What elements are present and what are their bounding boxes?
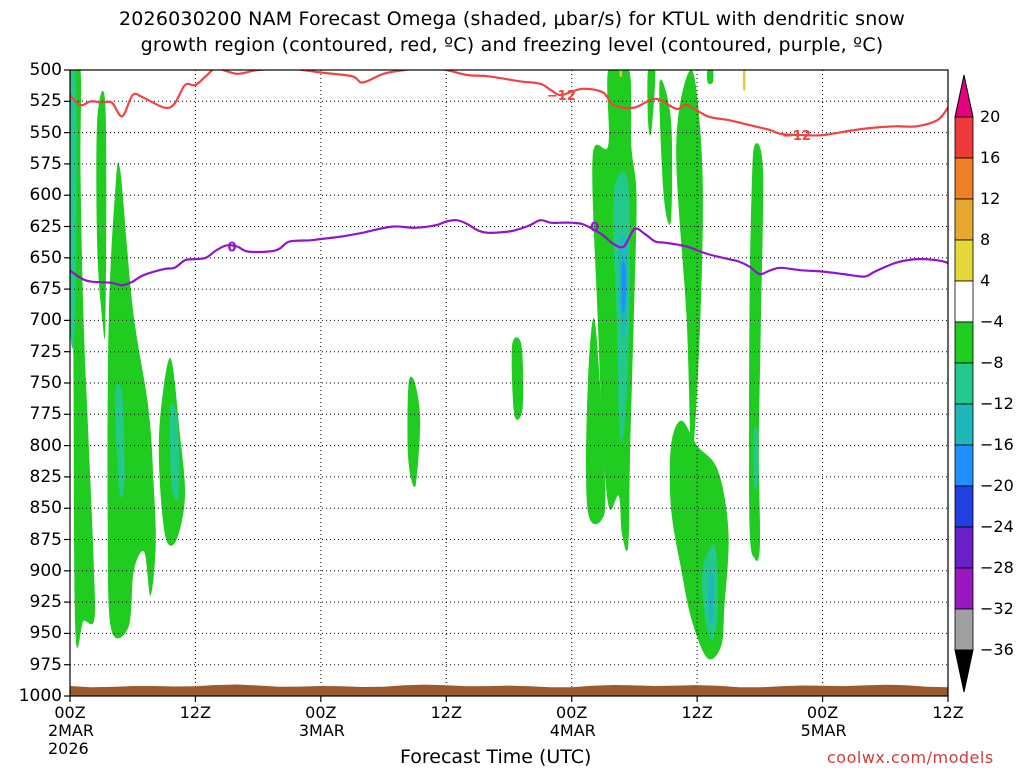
x-tick-date-label: 5MAR [800,721,847,740]
colorbar-segment-10 [954,485,974,528]
y-tick-label: 500 [29,60,62,80]
colorbar-segment-13 [954,608,974,651]
y-tick-label: 925 [29,592,62,613]
contour-label-1: 0 [590,221,599,236]
colorbar-bottom-arrow [954,649,974,693]
colorbar-label: −36 [980,640,1014,659]
colorbar-label: −16 [980,435,1014,454]
y-tick-label: 675 [29,279,62,300]
contour-label-1: −12 [782,129,811,144]
y-tick-label: 575 [29,153,62,174]
y-tick-label: 700 [29,310,62,331]
colorbar-segment-9 [954,444,974,487]
ground-terrain [70,684,948,696]
omega-region-omega-4-to-8-10 [676,70,703,459]
omega-region-omega-4-to-8-8 [647,70,656,136]
x-tick-label: 00Z [556,703,588,722]
omega-region-omega-4-to-8-1 [96,90,107,340]
x-tick-label: 00Z [54,703,86,722]
colorbar-label: 8 [980,230,991,249]
colorbar-segment-6 [954,321,974,364]
omega-region-omega-4-to-8-2 [107,162,156,639]
credit-link[interactable]: coolwx.com/models [827,748,994,767]
y-tick-label: 625 [29,216,62,237]
y-tick-label: 825 [29,466,62,487]
chart-title-line1: 2026030200 NAM Forecast Omega (shaded, μ… [118,8,906,30]
y-tick-label: 850 [29,498,62,519]
x-tick-date-label: 2MAR [48,721,95,740]
colorbar-label: 16 [980,148,1001,167]
x-tick-date-label: 4MAR [549,721,596,740]
colorbar-label: −28 [980,558,1014,577]
x-axis-title: Forecast Time (UTC) [400,746,592,768]
colorbar-segment-1 [954,116,974,159]
y-tick-label: 775 [29,404,62,425]
omega-region-omega-4-to-8-4 [407,376,421,488]
x-tick-date-label: 3MAR [298,721,345,740]
omega-region-omega-4-to-8-1 [742,70,746,92]
omega-region-omega-8-to-12-2 [169,403,180,501]
contour-0-line [70,219,948,287]
x-tick-label: 12Z [430,703,462,722]
contour-12-line [70,70,948,137]
omega-region-omega-16-to-20-0 [621,261,627,313]
x-tick-year-label: 2026 [48,739,89,758]
chart-title-line2: growth region (contoured, red, ºC) and f… [140,34,884,56]
omega-region-omega-12-to-16-1 [708,571,715,624]
colorbar-segment-2 [954,157,974,200]
x-tick-label: 12Z [681,703,713,722]
colorbar-label: 12 [980,189,1001,208]
colorbar-segment-12 [954,567,974,610]
contour-label-0: −12 [547,89,576,104]
colorbar-label: −12 [980,394,1014,413]
colorbar-label: 4 [980,271,991,290]
y-tick-label: 900 [29,560,62,581]
colorbar-segment-8 [954,403,974,446]
omega-region-omega-4-to-8-7 [586,318,606,525]
omega-region-omega-4-to-8-12 [706,70,714,85]
omega-region-omega-8-to-12-5 [753,426,759,490]
y-tick-label: 550 [29,122,62,143]
colorbar-label: 20 [980,107,1001,126]
omega-region-omega-4-to-8-9 [659,79,673,225]
colorbar-segment-3 [954,198,974,241]
y-tick-label: 600 [29,185,62,206]
omega-region-omega-4-to-8-5 [511,337,524,420]
colorbar-segment-7 [954,362,974,405]
y-tick-label: 525 [29,91,62,112]
colorbar-top-arrow [954,74,974,118]
y-tick-label: 975 [29,654,62,675]
omega-region-omega-8-to-12-0 [70,70,77,349]
y-tick-label: 950 [29,623,62,644]
plot-area [70,70,948,696]
y-tick-label: 650 [29,247,62,268]
omega-region-omega-4-to-8-13 [748,143,764,562]
colorbar-label: −24 [980,517,1014,536]
colorbar-segment-5 [954,280,974,323]
colorbar-segment-11 [954,526,974,569]
colorbar-segment-4 [954,239,974,282]
x-tick-label: 00Z [806,703,839,722]
contour-label-0: 0 [227,241,236,256]
y-tick-label: 875 [29,529,62,550]
colorbar-label: −32 [980,599,1014,618]
colorbar-label: −8 [980,353,1004,372]
x-tick-label: 12Z [179,703,212,722]
colorbar-label: −20 [980,476,1014,495]
omega-region-omega-4-to-8-0 [619,70,623,78]
y-tick-label: 750 [29,373,62,393]
x-tick-label: 12Z [932,703,964,722]
colorbar-label: −4 [980,312,1004,331]
omega-region-omega-8-to-12-1 [114,384,125,499]
y-tick-label: 1000 [18,686,62,706]
x-tick-label: 00Z [305,703,337,722]
y-tick-label: 800 [29,435,62,456]
y-tick-label: 725 [29,341,62,362]
